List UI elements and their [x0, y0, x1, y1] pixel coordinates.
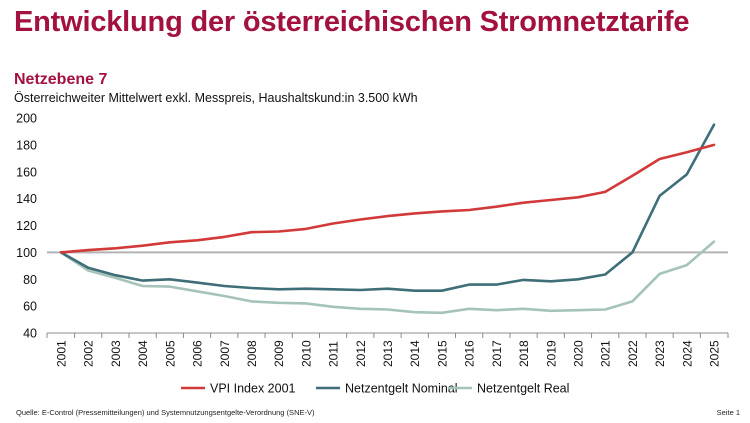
y-tick-label: 200 [16, 112, 37, 126]
x-tick-label: 2007 [218, 340, 232, 367]
x-tick-label: 2022 [626, 340, 640, 367]
x-tick-label: 2019 [544, 340, 558, 367]
series-line [59, 123, 716, 292]
legend-label: VPI Index 2001 [210, 382, 296, 396]
x-tick-label: 2024 [680, 340, 694, 367]
page-title: Entwicklung der österreichischen Stromne… [14, 6, 690, 38]
x-tick-label: 2004 [136, 340, 150, 367]
series-line [59, 143, 716, 254]
x-tick-label: 2008 [245, 340, 259, 367]
legend-label: Netzentgelt Nominal [345, 382, 458, 396]
y-tick-label: 160 [16, 165, 37, 179]
x-tick-label: 2011 [327, 341, 341, 367]
y-tick-label: 120 [16, 219, 37, 233]
x-tick-label: 2025 [708, 340, 722, 367]
x-tick-label: 2013 [381, 340, 395, 367]
x-tick-label: 2003 [109, 340, 123, 367]
source-note: Quelle: E-Control (Pressemitteilungen) u… [16, 408, 315, 417]
y-tick-label: 80 [23, 273, 37, 287]
x-tick-label: 2023 [653, 340, 667, 367]
x-tick-label: 2012 [354, 340, 368, 367]
x-tick-label: 2018 [517, 340, 531, 367]
x-tick-label: 2021 [599, 340, 613, 367]
y-tick-label: 180 [16, 138, 37, 152]
y-tick-label: 100 [16, 246, 37, 260]
chart-subtitle: Österreichweiter Mittelwert exkl. Messpr… [14, 91, 418, 105]
x-tick-label: 2006 [191, 340, 205, 367]
x-tick-label: 2002 [82, 340, 96, 367]
y-tick-label: 40 [23, 327, 37, 341]
x-tick-label: 2001 [55, 340, 69, 367]
y-tick-label: 140 [16, 192, 37, 206]
x-tick-label: 2017 [490, 340, 504, 367]
chart-title: Netzebene 7 [14, 71, 108, 88]
legend-label: Netzentgelt Real [477, 382, 569, 396]
x-tick-label: 2016 [463, 340, 477, 367]
x-tick-label: 2014 [408, 340, 422, 367]
x-tick-label: 2009 [272, 340, 286, 367]
page-number: Seite 1 [716, 408, 740, 417]
y-tick-label: 60 [23, 300, 37, 314]
x-tick-label: 2015 [435, 340, 449, 367]
series-line [59, 240, 716, 315]
x-tick-label: 2010 [299, 340, 313, 367]
x-tick-label: 2020 [571, 340, 585, 367]
x-tick-label: 2005 [163, 340, 177, 367]
